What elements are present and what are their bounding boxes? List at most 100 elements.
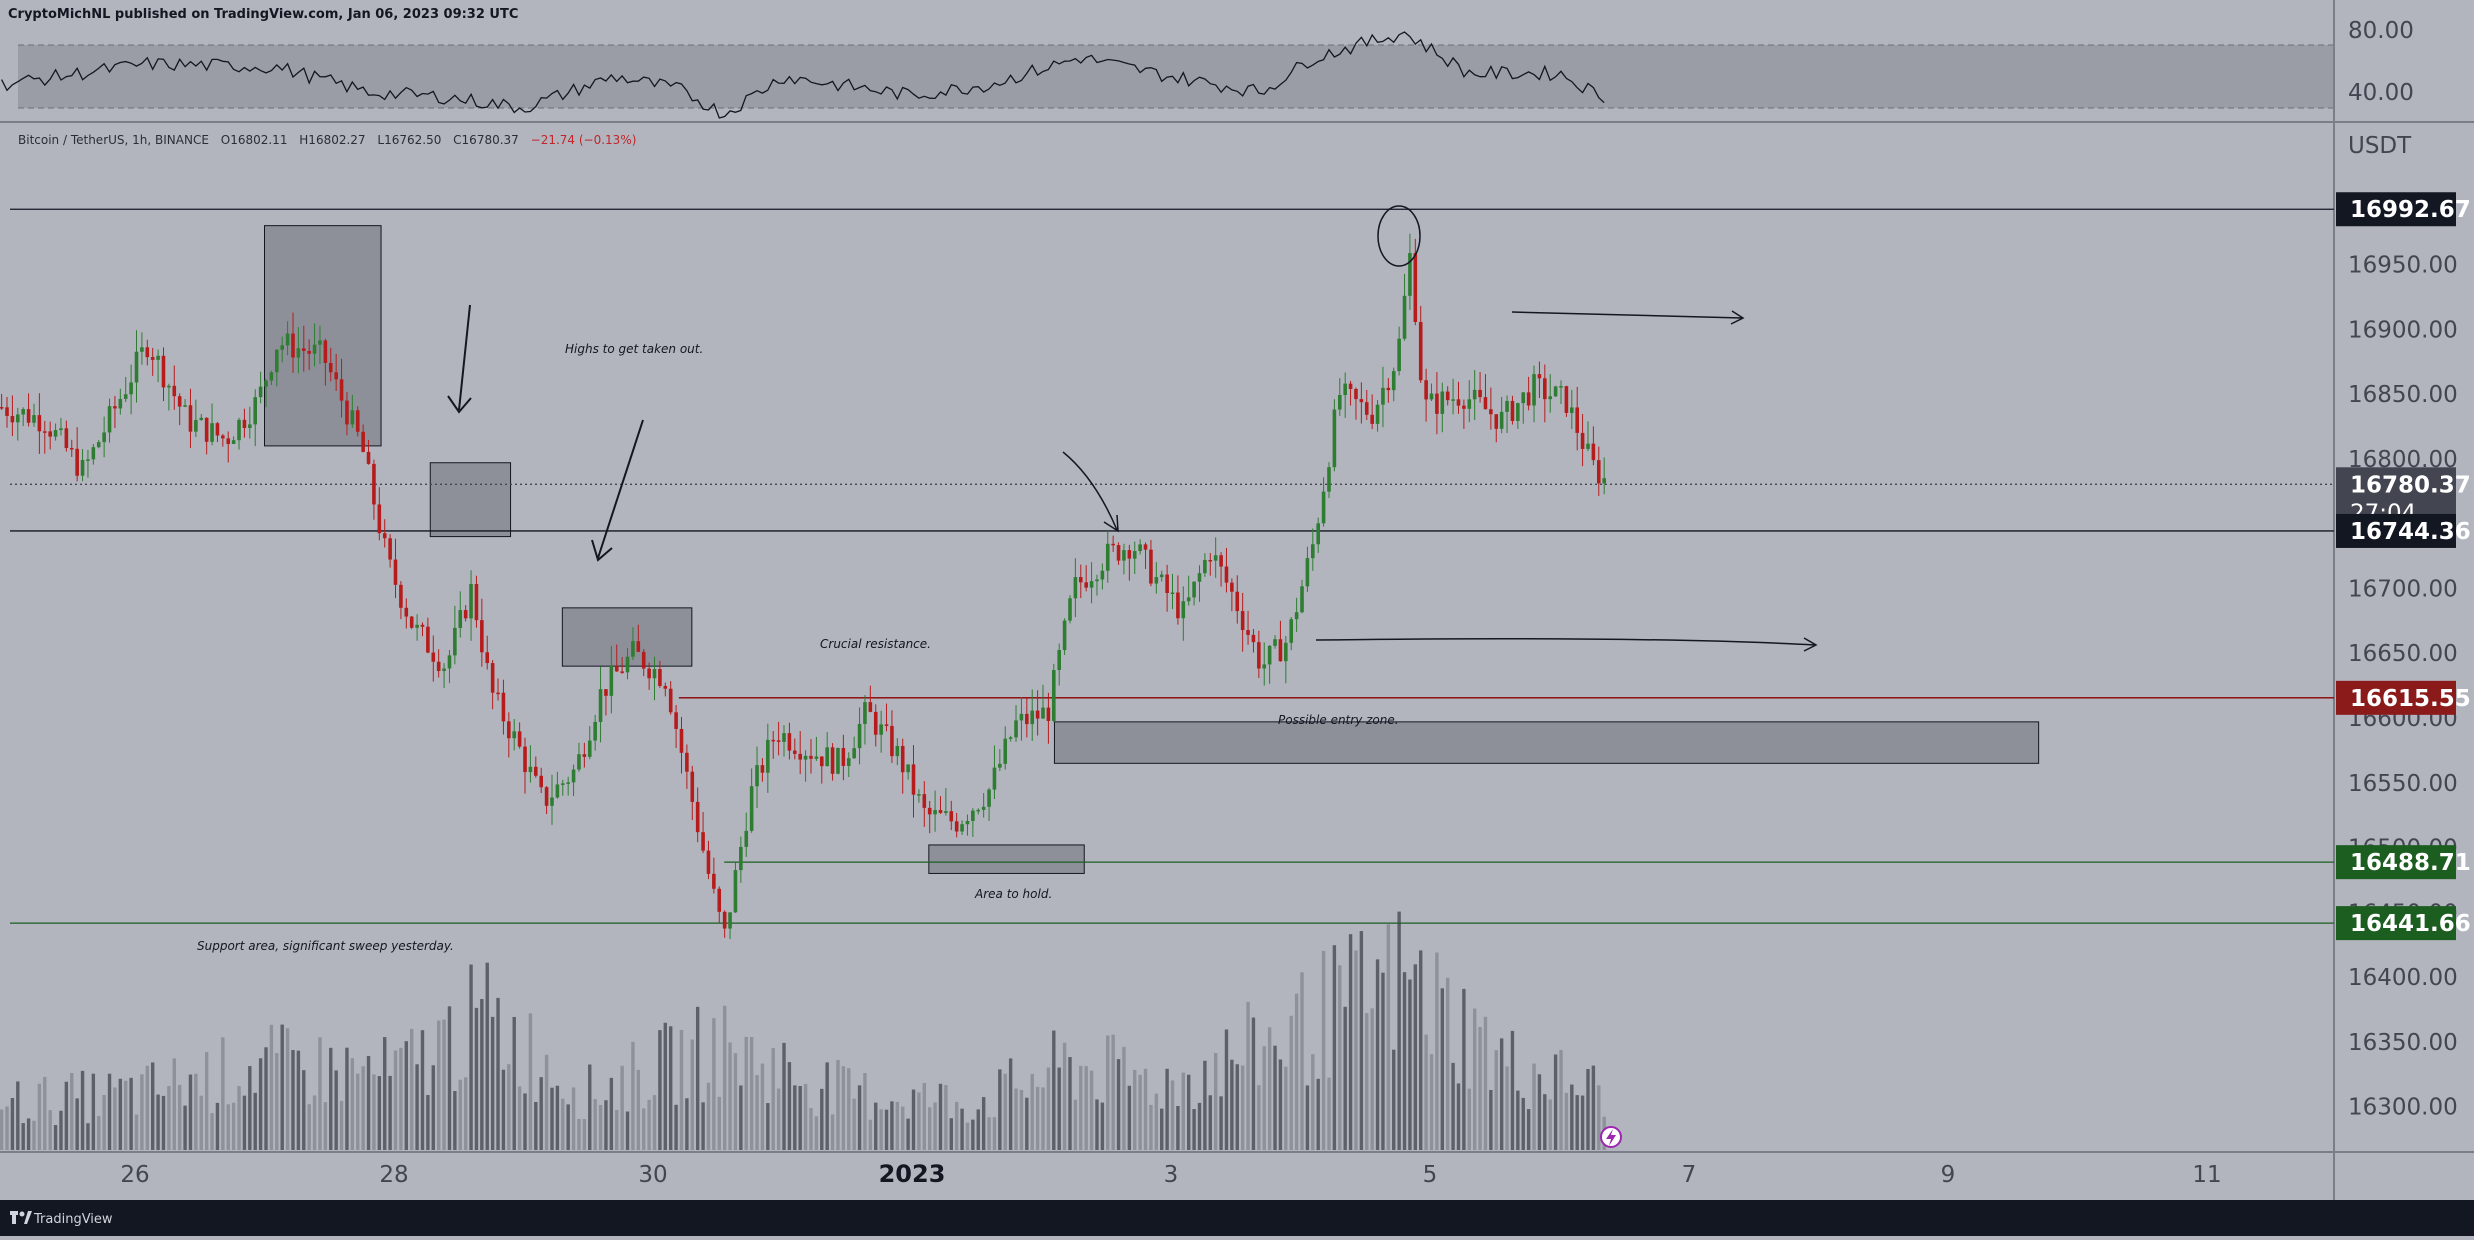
volume-bar [480, 999, 484, 1150]
price-tick-label: 16850.00 [2348, 382, 2458, 408]
candle-body [1316, 523, 1320, 545]
candle-body [766, 739, 770, 773]
candle-body [744, 830, 749, 847]
volume-bar [1386, 924, 1391, 1150]
annotation-crucial-resistance[interactable]: Crucial resistance. [820, 637, 931, 651]
volume-bar [16, 1081, 20, 1150]
volume-bar [118, 1078, 123, 1150]
price-tick-label: 16300.00 [2348, 1095, 2458, 1121]
price-level-tags[interactable]: 16992.6716780.3727:0416744.3616615.55164… [2336, 192, 2471, 941]
candle-body [75, 448, 79, 476]
volume-bar [37, 1083, 42, 1150]
candle-body [685, 752, 689, 772]
volume-bar [539, 1077, 543, 1150]
volume-bar [1343, 1006, 1347, 1150]
candle-body [647, 668, 651, 679]
volume-bar [642, 1108, 646, 1150]
candle-body [1537, 374, 1542, 379]
candle-body [1014, 720, 1018, 738]
candle-body [728, 912, 732, 929]
volume-bar [1305, 1085, 1310, 1150]
volume-bar [1451, 1062, 1455, 1150]
candle-body [830, 747, 835, 774]
volume-bar [253, 1092, 257, 1150]
candle-body [275, 349, 279, 373]
candle-body [409, 616, 414, 628]
drawing-zones[interactable] [264, 225, 2040, 874]
volume-bar [91, 1073, 96, 1150]
candle-body [431, 652, 436, 662]
volume-bar [868, 1119, 873, 1150]
candle-body [53, 430, 58, 437]
candle-body [593, 721, 597, 741]
candle-body [1391, 371, 1396, 391]
candle-body [782, 733, 786, 742]
volume-bar [496, 997, 500, 1150]
candle-body [1159, 574, 1164, 578]
candle-body [420, 624, 425, 627]
horizontal-lines[interactable] [10, 208, 2334, 924]
high-zone-2[interactable] [429, 462, 512, 538]
annotation-highs[interactable]: Highs to get taken out. [565, 342, 703, 356]
volume-bar [922, 1082, 927, 1150]
annotation-support-area[interactable]: Support area, significant sweep yesterda… [197, 939, 454, 953]
candle-body [1111, 543, 1115, 546]
candle-body [1073, 577, 1078, 599]
volume-bar [10, 1098, 15, 1150]
symbol-legend[interactable]: Bitcoin / TetherUS, 1h, BINANCE O16802.1… [18, 133, 636, 147]
candle-body [911, 764, 916, 795]
candle-body [145, 347, 150, 358]
high-zone-1[interactable] [264, 225, 382, 447]
volume-bar [555, 1085, 560, 1150]
candle-body [960, 824, 964, 832]
candle-body [555, 784, 560, 798]
candle-body [582, 754, 587, 757]
candle-body [339, 379, 344, 401]
candle-body [712, 873, 716, 889]
volume-bar [1408, 979, 1412, 1150]
candle-body [237, 419, 241, 441]
area-to-hold-zone[interactable] [928, 844, 1085, 874]
volume-bar [1278, 1059, 1283, 1150]
volume-bar [1467, 1088, 1471, 1150]
time-axis-ticks[interactable]: 26 28 30 2023 3 5 7 9 11 [120, 1160, 2221, 1188]
volume-bar [782, 1042, 786, 1150]
volume-bar [998, 1069, 1002, 1150]
candle-body [1354, 388, 1358, 400]
volume-bar [577, 1118, 581, 1150]
top-header-bar [0, 0, 2474, 30]
time-tick-label: 3 [1164, 1162, 1179, 1188]
volume-bar [442, 1019, 446, 1150]
candle-body [150, 357, 155, 360]
price-tag-label: 16615.55 [2350, 686, 2471, 712]
volume-bar [356, 1073, 360, 1150]
candle-body [1570, 407, 1574, 413]
bolt-icon[interactable] [1600, 1126, 1622, 1148]
volume-bar [1392, 1049, 1396, 1150]
volume-bar [674, 1104, 678, 1150]
volume-bar [188, 1074, 193, 1150]
candle-body [863, 702, 867, 724]
volume-bar [739, 1085, 743, 1150]
annotation-entry-zone[interactable]: Possible entry zone. [1278, 713, 1399, 727]
candle-body [706, 850, 711, 874]
volume-bar [372, 1074, 376, 1150]
candle-body [183, 405, 187, 407]
volume-bar [593, 1099, 597, 1150]
footer-brand[interactable]: TradingView [33, 1212, 113, 1227]
volume-bar [269, 1024, 274, 1150]
volume-bar [1192, 1109, 1196, 1150]
candle-body [301, 348, 306, 351]
volume-bar [1284, 1066, 1288, 1150]
annotation-area-to-hold[interactable]: Area to hold. [974, 887, 1052, 901]
volume-bar [1435, 952, 1439, 1150]
candle-body [1186, 597, 1191, 602]
candle-body [1095, 579, 1099, 582]
candle-body [177, 396, 182, 407]
volume-bar [1580, 1095, 1585, 1150]
drawn-arrows[interactable] [447, 205, 1818, 652]
entry-zone[interactable] [1053, 721, 2040, 764]
volume-bar [1445, 977, 1450, 1150]
candle-body [1456, 399, 1461, 406]
